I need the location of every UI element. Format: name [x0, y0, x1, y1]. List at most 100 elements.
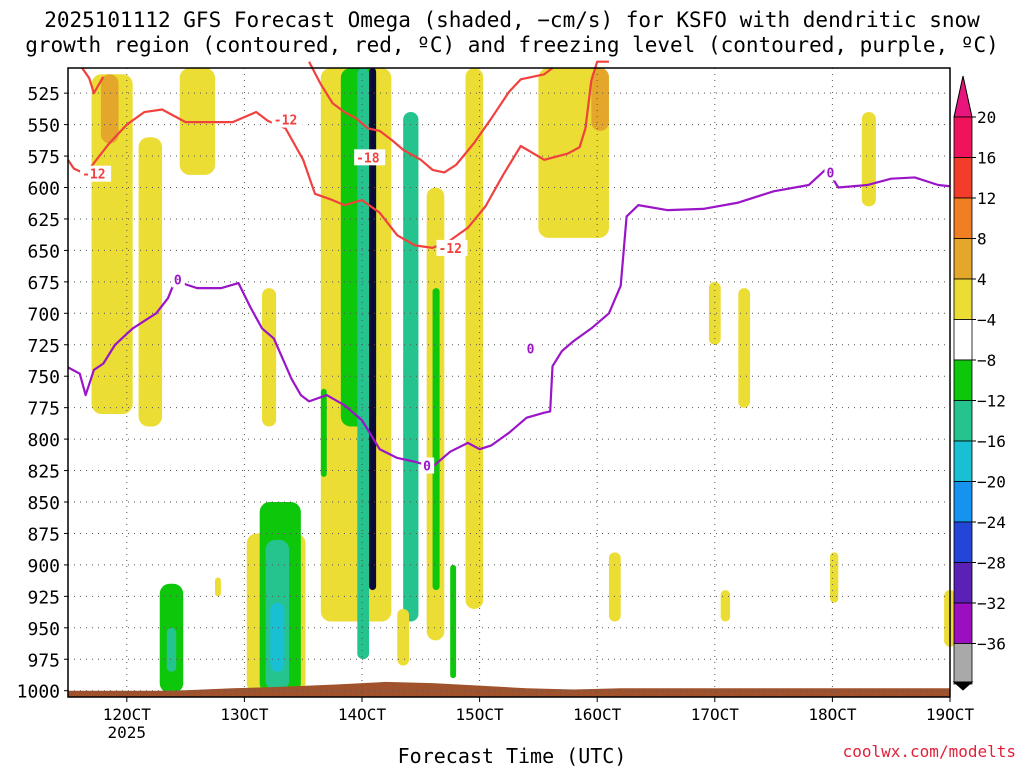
- colorbar-swatch: [953, 562, 973, 604]
- omega-patch-26: [166, 627, 177, 672]
- y-tick-label: 875: [27, 524, 60, 545]
- colorbar-swatch: [953, 481, 973, 523]
- omega-patch-30: [270, 602, 285, 672]
- omega-patch-17: [738, 288, 751, 408]
- contour-label: -12: [438, 242, 461, 257]
- y-tick-label: 925: [27, 587, 60, 608]
- contour-label-bg: [421, 457, 435, 474]
- colorbar-label: 20: [977, 108, 996, 127]
- y-tick-label: 550: [27, 116, 60, 137]
- contour-label: -12: [274, 114, 297, 129]
- colorbar-swatch: [953, 278, 973, 320]
- x-tick-label: 19OCT: [926, 705, 975, 724]
- contour-line-2: [308, 61, 554, 174]
- x-tick-label: 18OCT: [808, 705, 857, 724]
- contour-label: 0: [527, 343, 535, 358]
- x-axis-title: Forecast Time (UTC): [397, 744, 627, 768]
- contour-line-3: [81, 67, 105, 95]
- contour-label-bg: [80, 165, 112, 182]
- contour-label: 0: [174, 273, 182, 288]
- y-tick-label: 825: [27, 462, 60, 483]
- omega-patch-20: [720, 590, 731, 622]
- colorbar-label: 8: [977, 230, 987, 249]
- omega-patch-7: [357, 68, 370, 660]
- contour-label: 0: [423, 460, 431, 475]
- omega-patch-4: [262, 288, 277, 427]
- contour-label: 0: [827, 166, 835, 181]
- y-tick-label: 675: [27, 273, 60, 294]
- x-tick-label: 15OCT: [456, 705, 505, 724]
- omega-patch-9: [403, 112, 419, 622]
- y-tick-label: 1000: [17, 682, 60, 703]
- colorbar-swatch: [953, 319, 973, 361]
- colorbar-swatch: [953, 197, 973, 239]
- omega-patch-0: [91, 74, 133, 414]
- colorbar-label: −12: [977, 392, 1006, 411]
- omega-patch-31: [320, 388, 327, 477]
- colorbar-label: −16: [977, 432, 1006, 451]
- contour-label-bg: [271, 111, 303, 128]
- colorbar-swatch: [953, 440, 973, 482]
- colorbar-label: −8: [977, 351, 996, 370]
- x-tick-label: 13OCT: [220, 705, 269, 724]
- y-tick-label: 525: [27, 84, 60, 105]
- omega-patch-19: [608, 552, 621, 622]
- y-tick-label: 600: [27, 179, 60, 200]
- omega-patch-18: [861, 112, 876, 207]
- y-tick-label: 950: [27, 619, 60, 640]
- plot-frame: [67, 67, 951, 698]
- y-tick-label: 700: [27, 304, 60, 325]
- colorbar-label: −32: [977, 594, 1006, 613]
- contour-label-bg: [354, 149, 386, 166]
- x-tick-label: 16OCT: [573, 705, 622, 724]
- omega-patch-8: [369, 68, 377, 591]
- x-tick-label: 14OCT: [338, 705, 387, 724]
- contour-label-bg: [171, 271, 185, 288]
- y-tick-label: 975: [27, 650, 60, 671]
- omega-patch-23: [215, 577, 221, 597]
- y-tick-label: 575: [27, 147, 60, 168]
- terrain-ground: [68, 681, 950, 697]
- colorbar-label: −4: [977, 311, 996, 330]
- y-tick-label: 650: [27, 241, 60, 262]
- chart-title-line-2: growth region (contoured, red, ºC) and f…: [25, 33, 999, 57]
- chart-title-line-1: 2025101112 GFS Forecast Omega (shaded, −…: [44, 8, 980, 32]
- y-tick-label: 725: [27, 336, 60, 357]
- colorbar-label: −24: [977, 513, 1006, 532]
- colorbar-swatch: [953, 602, 973, 644]
- contour-label-bg: [524, 340, 538, 357]
- colorbar-swatch: [953, 521, 973, 563]
- colorbar-top-arrow: [953, 75, 973, 118]
- omega-patch-16: [708, 281, 721, 345]
- contour-label: -18: [356, 151, 380, 166]
- y-tick-label: 850: [27, 493, 60, 514]
- site-credit[interactable]: coolwx.com/modelts: [842, 742, 1016, 761]
- colorbar-label: 16: [977, 149, 996, 168]
- omega-patch-15: [591, 68, 609, 131]
- omega-patch-2: [138, 137, 163, 427]
- omega-patch-13: [450, 564, 457, 679]
- colorbar-label: −20: [977, 473, 1006, 492]
- x-tick-label: 17OCT: [691, 705, 740, 724]
- colorbar-label: −36: [977, 635, 1006, 654]
- colorbar-swatch: [953, 116, 973, 158]
- omega-patch-24: [397, 608, 410, 666]
- y-tick-label: 625: [27, 210, 60, 231]
- x-tick-label: 12OCT: [103, 705, 152, 724]
- contour-label-bg: [824, 164, 838, 181]
- contour-label: -12: [82, 168, 105, 183]
- colorbar-label: 12: [977, 189, 996, 208]
- x-tick-sublabel: 2025: [108, 723, 147, 742]
- colorbar-swatch: [953, 157, 973, 199]
- colorbar-swatch: [953, 359, 973, 401]
- y-tick-label: 800: [27, 430, 60, 451]
- contour-label-bg: [436, 239, 468, 256]
- colorbar-swatch: [953, 643, 973, 685]
- omega-patch-21: [830, 552, 839, 603]
- y-tick-label: 775: [27, 399, 60, 420]
- colorbar-swatch: [953, 238, 973, 280]
- colorbar-label: 4: [977, 270, 987, 289]
- omega-patch-1: [100, 74, 119, 144]
